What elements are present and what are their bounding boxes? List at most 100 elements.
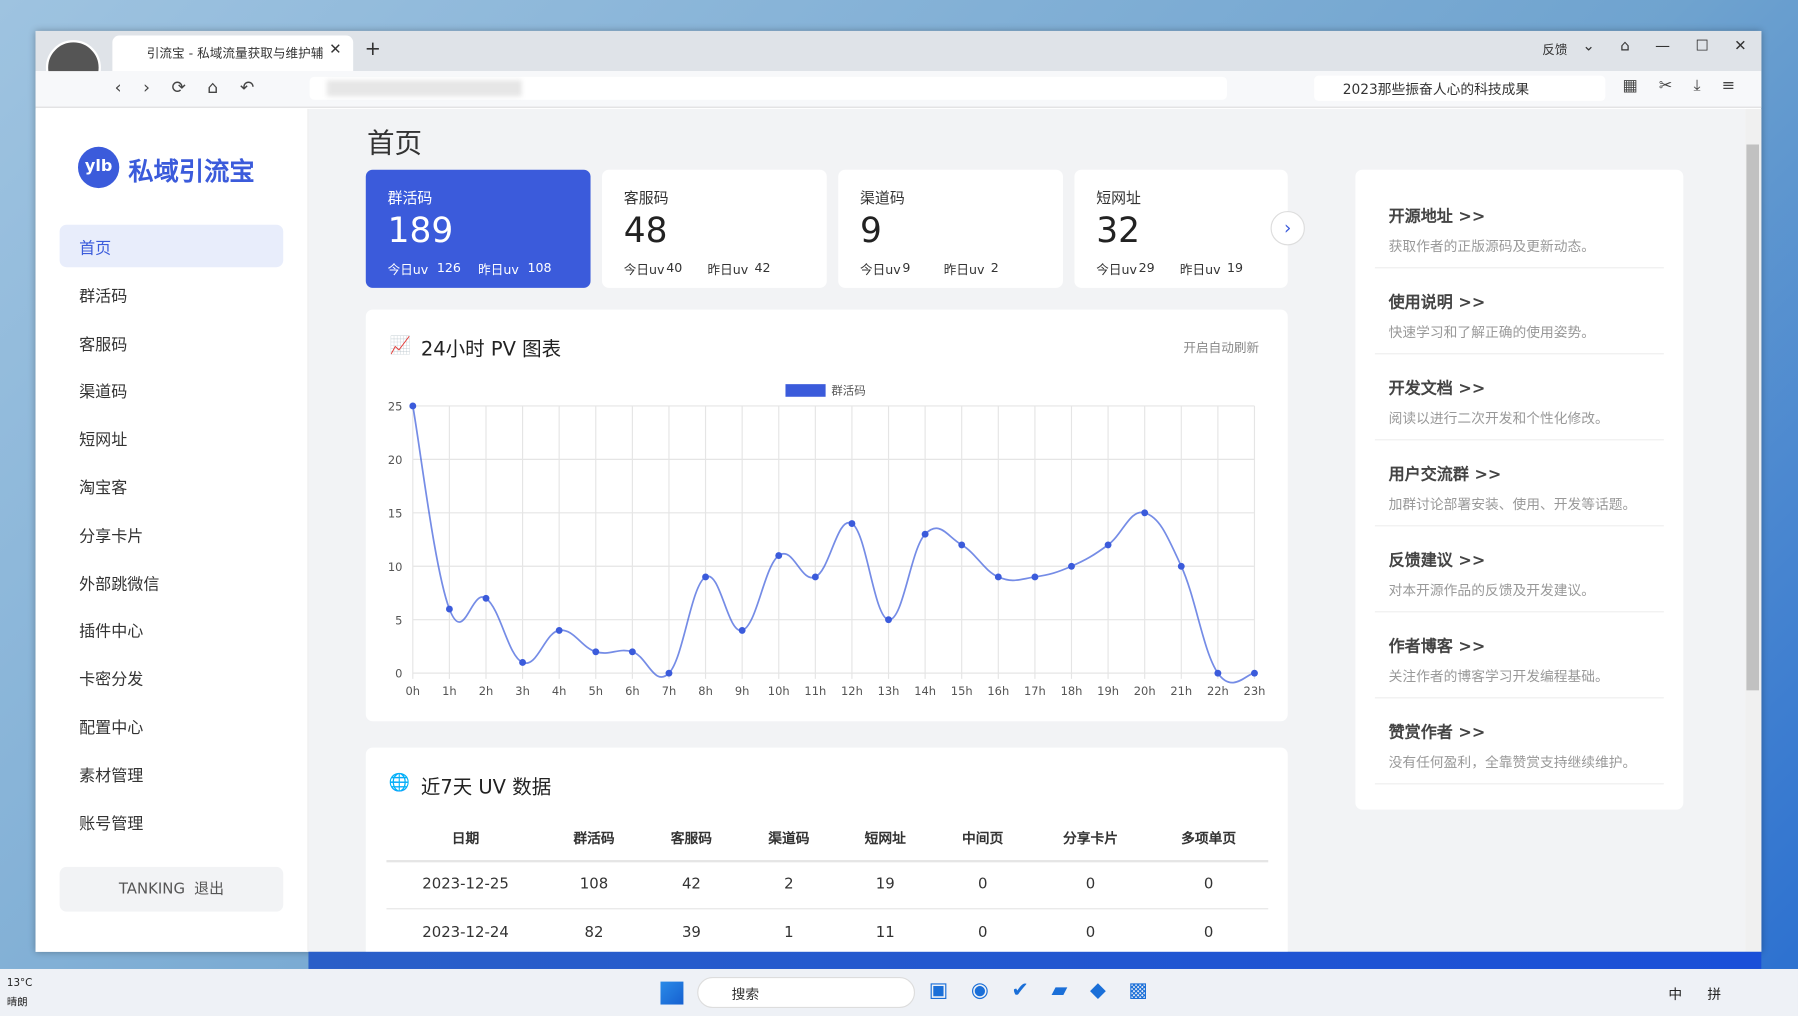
links-panel <box>1355 169 1684 810</box>
table-cell: 39 <box>681 924 701 942</box>
link-divider <box>1374 611 1664 613</box>
stat-today-label: 今日uv <box>387 262 429 278</box>
logo-badge: ylb <box>77 146 120 189</box>
stat-yesterday: 42 <box>754 260 771 276</box>
menu-item[interactable]: 渠道码 <box>79 383 128 402</box>
start-button[interactable] <box>660 981 684 1005</box>
new-tab[interactable]: + <box>364 37 381 61</box>
menu-active <box>59 224 284 268</box>
menu-item[interactable]: 外部跳微信 <box>79 575 160 594</box>
table-cell: 82 <box>584 924 604 942</box>
chart-title: 24小时 PV 图表 <box>420 338 562 362</box>
menu-item[interactable]: 首页 <box>79 239 112 259</box>
ime[interactable]: 中 <box>1668 986 1683 1003</box>
link-desc: 阅读以进行二次开发和个性化修改。 <box>1388 410 1609 427</box>
table-cell: 1 <box>784 924 794 942</box>
table-cell: 2 <box>784 876 794 894</box>
stat-yesterday-label: 昨日uv <box>943 262 985 278</box>
nav-buttons: ‹ › ⟳ ⌂ ↶ <box>114 76 255 98</box>
table-title: 近7天 UV 数据 <box>420 776 552 800</box>
taskbar-search-text: 搜索 <box>731 986 760 1003</box>
table-header: 日期 <box>451 830 480 847</box>
menu-item[interactable]: 素材管理 <box>79 766 144 786</box>
table-row-line <box>386 908 1269 910</box>
stat-total: 9 <box>860 210 882 252</box>
link-title[interactable]: 开发文档 >> <box>1388 379 1486 398</box>
weather-desc: 晴朗 <box>6 997 28 1010</box>
link-title[interactable]: 用户交流群 >> <box>1388 465 1502 484</box>
stat-today: 29 <box>1138 260 1155 276</box>
chart-action[interactable]: 开启自动刷新 <box>1183 340 1260 356</box>
logout-button[interactable]: TANKING 退出 <box>59 866 284 912</box>
table-header: 短网址 <box>864 830 906 847</box>
link-title[interactable]: 使用说明 >> <box>1388 293 1486 312</box>
table-cell: 2023-12-24 <box>422 924 509 942</box>
table-cell: 11 <box>875 924 895 942</box>
table-cell: 42 <box>681 876 701 894</box>
menu-item[interactable]: 淘宝客 <box>79 479 128 498</box>
table-cell: 0 <box>977 924 988 942</box>
tab[interactable] <box>112 35 354 72</box>
carousel-next[interactable]: › <box>1270 210 1305 246</box>
link-divider <box>1374 267 1664 269</box>
menu-item[interactable]: 群活码 <box>79 287 128 306</box>
link-desc: 快速学习和了解正确的使用姿势。 <box>1388 324 1596 341</box>
ime2[interactable]: 拼 <box>1707 986 1722 1003</box>
stat-today: 9 <box>902 260 911 276</box>
stat-card[interactable]: 渠道码 9 今日uv 9 昨日uv 2 <box>838 169 1063 288</box>
stat-total: 32 <box>1096 210 1141 252</box>
table-header: 多项单页 <box>1181 830 1237 847</box>
link-title[interactable]: 赞赏作者 >> <box>1388 723 1486 742</box>
window-controls: ⌄ ⌂ — ☐ ✕ <box>1582 37 1747 56</box>
menu-item[interactable]: 配置中心 <box>79 718 144 738</box>
stat-card[interactable]: 客服码 48 今日uv 40 昨日uv 42 <box>602 169 827 288</box>
menu-item[interactable]: 插件中心 <box>79 623 144 642</box>
menu-item[interactable]: 短网址 <box>79 431 128 450</box>
table-cell: 2023-12-25 <box>422 876 509 894</box>
table-icon: 🌐 <box>388 771 411 793</box>
link-title[interactable]: 作者博客 >> <box>1388 637 1486 656</box>
stat-total: 189 <box>387 210 454 252</box>
table-cell: 0 <box>1085 924 1096 942</box>
weather-temp: 13°C <box>6 978 33 990</box>
table-cell: 0 <box>1203 924 1214 942</box>
logo-text: 私域引流宝 <box>128 157 255 187</box>
menu-item[interactable]: 分享卡片 <box>79 527 144 546</box>
taskbar-apps: ▣ ◉ ✔ ▰ ◆ ▩ <box>928 978 1148 1003</box>
stat-today-label: 今日uv <box>623 262 665 278</box>
url-blur <box>326 80 522 97</box>
link-title[interactable]: 开源地址 >> <box>1388 207 1486 226</box>
menu-item[interactable]: 卡密分发 <box>79 671 144 690</box>
stat-today-label: 今日uv <box>860 262 901 278</box>
feedback[interactable]: 反馈 <box>1542 42 1568 58</box>
menu-item[interactable]: 账号管理 <box>79 814 144 834</box>
stat-card[interactable]: 群活码 189 今日uv 126 昨日uv 108 <box>365 169 591 288</box>
url <box>309 76 1227 100</box>
link-desc: 加群讨论部署安装、使用、开发等话题。 <box>1388 496 1637 513</box>
link-title[interactable]: 反馈建议 >> <box>1388 551 1486 570</box>
page-title: 首页 <box>366 127 422 160</box>
scroll-thumb <box>1746 144 1760 691</box>
link-divider <box>1374 783 1664 785</box>
menu-item[interactable]: 客服码 <box>79 335 128 354</box>
taskbar-search[interactable] <box>697 977 916 1008</box>
stat-yesterday: 19 <box>1226 260 1244 276</box>
logout-logout: 退出 <box>194 880 225 898</box>
table-header: 分享卡片 <box>1062 830 1119 847</box>
stat-yesterday: 108 <box>527 260 552 276</box>
link-desc: 对本开源作品的反馈及开发建议。 <box>1388 582 1596 599</box>
logout-user: TANKING <box>118 880 186 898</box>
stat-card[interactable]: 短网址 32 今日uv 29 昨日uv 19 <box>1074 169 1288 288</box>
table-cell: 108 <box>579 876 609 894</box>
table-cell: 0 <box>1085 876 1096 894</box>
stat-today: 126 <box>436 260 461 276</box>
tab-close[interactable]: ✕ <box>329 41 342 59</box>
link-divider <box>1374 697 1664 699</box>
table-cell: 0 <box>1203 876 1214 894</box>
chart-icon: 📈 <box>389 334 412 356</box>
stat-total: 48 <box>623 210 668 252</box>
link-divider <box>1374 439 1664 441</box>
table-card <box>365 747 1288 966</box>
table-header: 中间页 <box>962 830 1004 847</box>
